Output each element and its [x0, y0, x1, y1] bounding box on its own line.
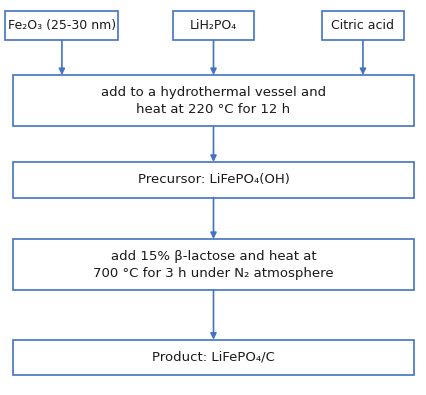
FancyBboxPatch shape	[13, 340, 413, 375]
Text: Fe₂O₃ (25-30 nm): Fe₂O₃ (25-30 nm)	[8, 19, 116, 32]
Text: Product: LiFePO₄/C: Product: LiFePO₄/C	[152, 351, 274, 364]
Text: add to a hydrothermal vessel and
heat at 220 °C for 12 h: add to a hydrothermal vessel and heat at…	[101, 86, 325, 116]
FancyBboxPatch shape	[5, 11, 118, 40]
FancyBboxPatch shape	[13, 162, 413, 198]
Text: Precursor: LiFePO₄(OH): Precursor: LiFePO₄(OH)	[137, 173, 289, 186]
FancyBboxPatch shape	[13, 239, 413, 290]
Text: add 15% β-lactose and heat at
700 °C for 3 h under N₂ atmosphere: add 15% β-lactose and heat at 700 °C for…	[93, 250, 333, 280]
FancyBboxPatch shape	[322, 11, 403, 40]
FancyBboxPatch shape	[173, 11, 253, 40]
Text: LiH₂PO₄: LiH₂PO₄	[190, 19, 236, 32]
Text: Citric acid: Citric acid	[331, 19, 394, 32]
FancyBboxPatch shape	[13, 75, 413, 126]
